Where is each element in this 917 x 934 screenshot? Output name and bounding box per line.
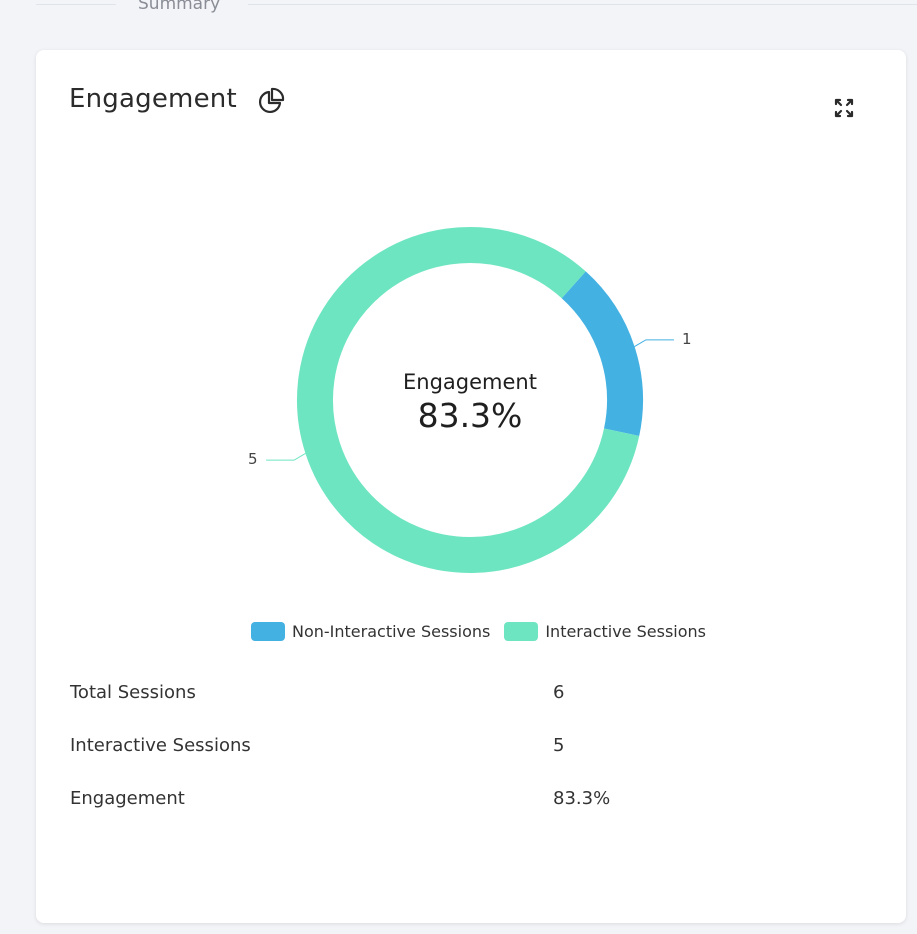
stat-row-total-sessions: Total Sessions 6 xyxy=(70,682,870,708)
donut-center-label: Engagement xyxy=(403,370,537,394)
slice-leader-line xyxy=(266,453,306,461)
engagement-donut-chart xyxy=(266,227,674,573)
summary-tab-label[interactable]: Summary xyxy=(138,0,221,14)
donut-slice[interactable] xyxy=(561,271,643,436)
chart-legend: Non-Interactive Sessions Interactive Ses… xyxy=(251,620,720,642)
slice-value-label: 1 xyxy=(681,329,692,348)
donut-center-value: 83.3% xyxy=(417,396,523,435)
stat-value: 6 xyxy=(553,682,565,703)
legend-swatch xyxy=(251,621,285,641)
stat-label: Engagement xyxy=(70,788,185,809)
stat-value: 83.3% xyxy=(553,788,611,809)
legend-label: Interactive Sessions xyxy=(545,621,706,641)
stat-row-interactive-sessions: Interactive Sessions 5 xyxy=(70,735,870,761)
slice-value-label: 5 xyxy=(248,450,258,469)
engagement-card: Engagement Engagement 83.3% 1 5 Non-Inter… xyxy=(36,50,906,923)
divider-left xyxy=(36,4,116,5)
card-title: Engagement xyxy=(69,84,237,114)
pie-chart-icon xyxy=(258,87,285,114)
slice-leader-line xyxy=(634,339,674,347)
stat-value: 5 xyxy=(553,735,565,756)
summary-tab-strip: Summary xyxy=(0,0,917,24)
legend-label: Non-Interactive Sessions xyxy=(292,621,491,641)
donut-slice[interactable] xyxy=(297,227,640,573)
legend-swatch xyxy=(504,621,539,641)
stat-row-engagement: Engagement 83.3% xyxy=(70,788,870,814)
stat-label: Interactive Sessions xyxy=(70,735,251,756)
legend-item-interactive[interactable]: Interactive Sessions xyxy=(504,621,706,641)
divider-right xyxy=(248,4,917,5)
stat-label: Total Sessions xyxy=(70,682,196,703)
expand-icon[interactable] xyxy=(832,96,856,120)
legend-item-non-interactive[interactable]: Non-Interactive Sessions xyxy=(251,621,491,641)
